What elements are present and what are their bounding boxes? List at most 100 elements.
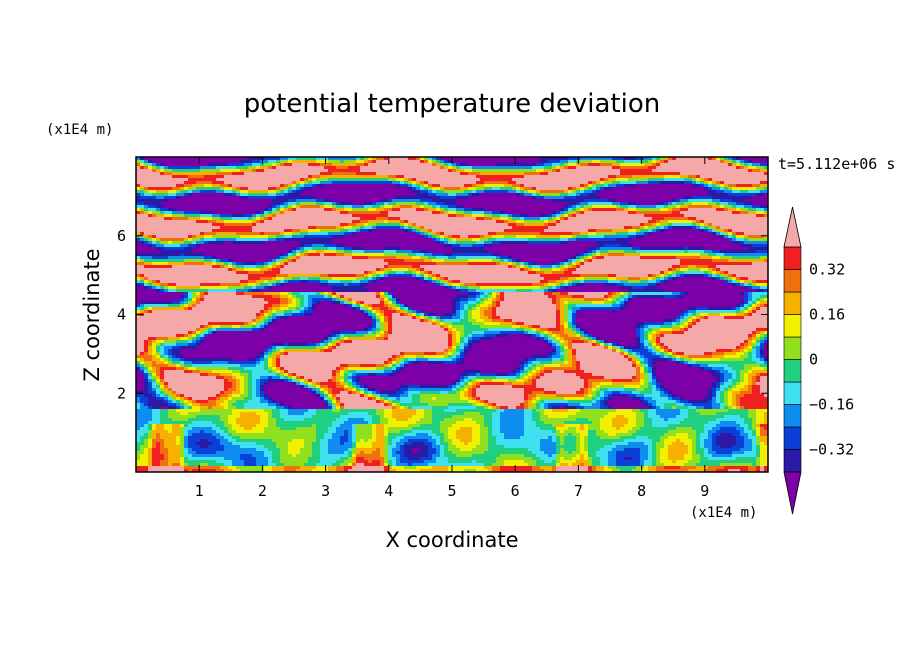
field-cell (460, 175, 465, 179)
field-cell (692, 244, 697, 248)
field-cell (600, 172, 605, 176)
field-cell (588, 247, 593, 251)
field-cell (512, 232, 517, 236)
field-cell (468, 160, 473, 164)
field-cell (752, 241, 757, 245)
field-cell (628, 208, 633, 212)
field-cell (468, 208, 473, 212)
field-cell (300, 232, 305, 236)
field-cell (284, 244, 289, 248)
field-cell (616, 214, 621, 218)
field-cell (200, 166, 205, 170)
field-cell (464, 229, 469, 233)
field-cell (164, 250, 169, 254)
field-cell (756, 238, 761, 242)
field-cell (344, 199, 349, 203)
field-cell (564, 166, 569, 170)
field-cell (536, 175, 541, 179)
field-cell (392, 250, 397, 254)
field-cell (696, 193, 701, 197)
field-cell (444, 196, 449, 200)
field-cell (232, 226, 237, 230)
field-cell (528, 214, 533, 218)
field-cell (404, 196, 409, 200)
field-cell (148, 220, 153, 224)
field-cell (688, 172, 693, 176)
field-cell (696, 235, 701, 239)
field-cell (316, 181, 321, 185)
field-cell (144, 250, 149, 254)
field-cell (676, 178, 681, 182)
field-cell (664, 220, 669, 224)
field-cell (284, 250, 289, 254)
field-cell (260, 196, 265, 200)
field-cell (440, 232, 445, 236)
field-cell (736, 202, 741, 206)
field-cell (200, 181, 205, 185)
field-cell (516, 196, 521, 200)
field-cell (324, 232, 329, 236)
field-cell (532, 208, 537, 212)
field-cell (696, 226, 701, 230)
field-cell (152, 247, 157, 251)
field-cell (636, 217, 641, 221)
field-cell (584, 172, 589, 176)
field-cell (260, 235, 265, 239)
field-cell (240, 163, 245, 167)
field-cell (376, 193, 381, 197)
field-cell (560, 199, 565, 203)
field-cell (536, 196, 541, 200)
field-cell (460, 226, 465, 230)
field-cell (464, 238, 469, 242)
field-cell (288, 196, 293, 200)
field-cell (580, 244, 585, 248)
field-cell (380, 223, 385, 227)
field-cell (668, 190, 673, 194)
field-cell (724, 220, 729, 224)
field-cell (268, 199, 273, 203)
field-cell (524, 193, 529, 197)
field-cell (204, 250, 209, 254)
field-cell (524, 196, 529, 200)
field-cell (484, 220, 489, 224)
field-cell (592, 208, 597, 212)
field-cell (412, 166, 417, 170)
field-cell (652, 181, 657, 185)
field-cell (624, 211, 629, 215)
field-cell (304, 163, 309, 167)
field-cell (496, 190, 501, 194)
field-cell (420, 226, 425, 230)
field-cell (316, 172, 321, 176)
field-cell (512, 226, 517, 230)
field-cell (548, 190, 553, 194)
field-cell (624, 175, 629, 179)
field-cell (360, 178, 365, 182)
field-cell (588, 202, 593, 206)
field-cell (688, 178, 693, 182)
field-cell (388, 178, 393, 182)
field-cell (740, 175, 745, 179)
field-cell (344, 250, 349, 254)
field-cell (480, 199, 485, 203)
field-cell (632, 241, 637, 245)
field-cell (184, 163, 189, 167)
field-cell (540, 169, 545, 173)
field-cell (260, 220, 265, 224)
field-cell (676, 232, 681, 236)
field-cell (580, 178, 585, 182)
field-cell (324, 166, 329, 170)
field-cell (724, 199, 729, 203)
field-cell (356, 208, 361, 212)
field-cell (284, 184, 289, 188)
field-cell (404, 202, 409, 206)
field-cell (332, 217, 337, 221)
field-cell (440, 229, 445, 233)
field-cell (260, 232, 265, 236)
field-cell (296, 205, 301, 209)
field-cell (372, 160, 377, 164)
field-cell (332, 169, 337, 173)
field-cell (148, 238, 153, 242)
field-cell (496, 199, 501, 203)
field-cell (668, 223, 673, 227)
field-cell (660, 166, 665, 170)
